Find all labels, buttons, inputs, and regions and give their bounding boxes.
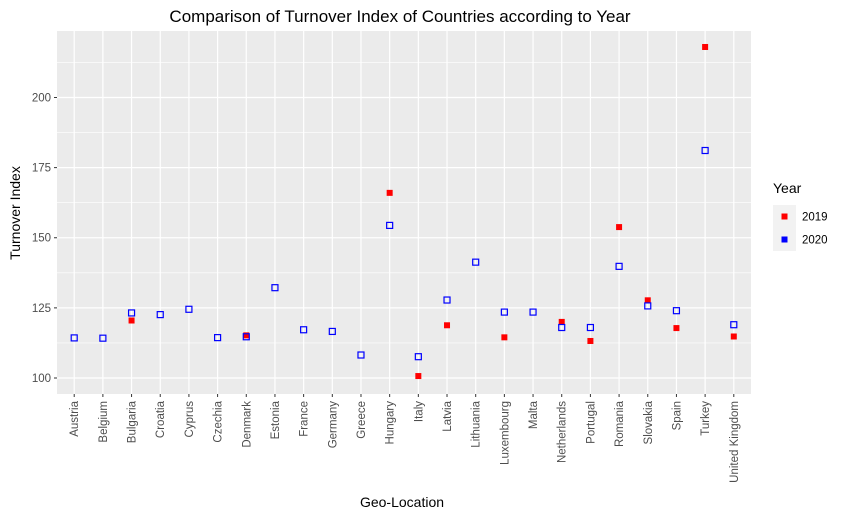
point-2019 [702,43,709,50]
x-tick-label: United Kingdom [729,401,741,483]
point-2020 [672,307,681,315]
point-2020 [529,308,537,316]
chart-title: Comparison of Turnover Index of Countrie… [169,7,630,26]
point-2020 [357,351,365,359]
point-2020 [500,308,508,316]
x-tick-label: Luxembourg [499,401,511,465]
data-points [70,43,738,380]
point-2019 [444,322,451,329]
point-2019 [415,373,422,380]
x-tick-label: Turkey [700,401,712,436]
point-2020 [730,321,738,329]
point-2019 [673,325,680,332]
point-2019 [243,332,250,339]
x-tick-label: Portugal [585,401,597,444]
x-tick-label: Greece [356,401,368,439]
point-2019 [128,317,135,324]
point-2020 [328,327,336,336]
point-2020 [213,334,222,342]
x-tick-label: Bulgaria [127,400,139,443]
y-axis-title: Turnover Index [7,166,23,260]
point-2020 [644,302,652,310]
x-tick-label: Cyprus [184,401,196,438]
x-tick-label: Malta [528,400,540,429]
x-tick-label: Belgium [98,401,110,443]
point-2020 [156,311,164,319]
point-2020 [99,334,107,342]
legend-swatch-2019 [781,213,788,220]
x-tick-label: Croatia [155,400,167,438]
point-2020 [558,323,566,332]
point-2019 [730,333,737,340]
legend-swatch-2020 [781,236,788,243]
legend: Year 2019 2020 [773,180,828,251]
point-2020 [70,334,78,342]
x-tick-label: Slovakia [643,400,655,444]
x-tick-label: Lithuania [471,400,483,447]
x-tick-label: Spain [671,401,683,430]
point-2020 [586,323,595,332]
x-tick-label: Netherlands [557,401,569,463]
point-2019 [558,318,565,325]
y-tick-label: 150 [32,233,51,245]
point-2020 [300,326,308,334]
x-tick-label: Italy [413,401,425,422]
point-2020 [386,221,394,230]
point-2020 [414,353,422,361]
y-tick-label: 200 [32,92,51,104]
legend-label-2019: 2019 [802,212,828,224]
x-tick-label: Germany [327,401,339,449]
y-tick-label: 100 [32,373,51,385]
x-axis: Austria Belgium Bulgaria Croatia Cyprus Czech… [69,394,741,483]
point-2019 [587,337,594,344]
point-2020 [615,262,623,270]
y-tick-label: 175 [32,163,51,175]
point-2020 [242,333,250,341]
x-tick-label: Latvia [442,400,454,431]
legend-title: Year [773,180,802,196]
x-tick-label: France [299,401,311,437]
point-2020 [127,309,136,317]
x-axis-title: Geo-Location [360,494,444,510]
minor-gridlines [57,62,751,344]
point-2019 [616,224,623,231]
y-tick-label: 125 [32,303,51,315]
point-2020 [472,258,480,266]
point-2020 [271,284,279,292]
point-2020 [443,296,451,304]
point-2019 [644,297,651,304]
x-tick-label: Czechia [213,400,225,442]
legend-label-2020: 2020 [802,235,828,247]
x-tick-label: Austria [69,400,81,436]
plot-panel [57,31,751,394]
major-gridlines [57,31,751,394]
point-2019 [501,334,508,341]
x-tick-label: Romania [614,400,626,447]
x-tick-label: Hungary [385,401,397,445]
point-2020 [185,305,193,313]
point-2020 [701,146,709,155]
x-tick-label: Denmark [241,401,253,448]
x-tick-label: Estonia [270,400,282,439]
point-2019 [386,189,393,196]
y-axis: 100 125 150 175 200 [32,92,57,385]
